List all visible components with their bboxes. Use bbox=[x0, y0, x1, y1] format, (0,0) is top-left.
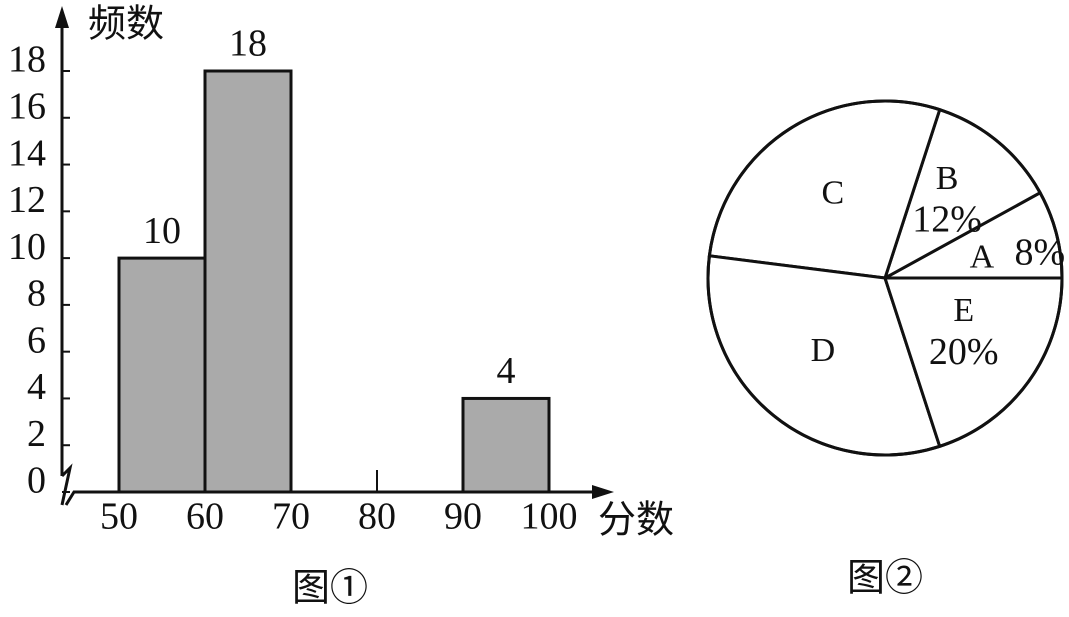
y-axis-label: 频数 bbox=[88, 4, 164, 46]
arrow bbox=[592, 485, 614, 499]
arrow bbox=[55, 6, 69, 28]
x-tick-label: 60 bbox=[186, 496, 224, 538]
y-tick-label: 0 bbox=[27, 460, 46, 502]
data-label: 18 bbox=[229, 23, 267, 65]
value-label: 20% bbox=[929, 331, 999, 373]
caption: 图② bbox=[847, 558, 923, 600]
caption: 图① bbox=[292, 568, 368, 610]
x-tick-label: 100 bbox=[521, 496, 578, 538]
category-label: B bbox=[936, 160, 959, 197]
x-axis-label: 分数 bbox=[598, 500, 674, 542]
category-label: E bbox=[953, 292, 974, 329]
x-tick-label: 80 bbox=[358, 496, 396, 538]
data-label: 4 bbox=[497, 350, 516, 392]
value-label: 12% bbox=[912, 199, 982, 241]
category-label: A bbox=[970, 238, 995, 275]
axis-break bbox=[64, 490, 85, 506]
y-tick-label: 12 bbox=[8, 179, 46, 221]
category-label: C bbox=[821, 175, 844, 212]
y-tick-label: 18 bbox=[8, 39, 46, 81]
y-tick-label: 4 bbox=[27, 366, 46, 408]
y-tick-label: 6 bbox=[27, 319, 46, 361]
y-tick-label: 10 bbox=[8, 226, 46, 268]
category-label: D bbox=[811, 332, 836, 369]
y-tick-label: 16 bbox=[8, 85, 46, 127]
bar bbox=[203, 69, 293, 494]
pie-outline bbox=[706, 99, 1064, 457]
y-tick-label: 8 bbox=[27, 273, 46, 315]
bar bbox=[117, 256, 207, 494]
bar bbox=[461, 396, 551, 494]
y-tick-label: 14 bbox=[8, 132, 46, 174]
x-tick-label: 50 bbox=[100, 496, 138, 538]
x-tick-label: 70 bbox=[272, 496, 310, 538]
x-tick-label: 90 bbox=[444, 496, 482, 538]
y-tick-label: 2 bbox=[27, 413, 46, 455]
data-label: 10 bbox=[143, 210, 181, 252]
